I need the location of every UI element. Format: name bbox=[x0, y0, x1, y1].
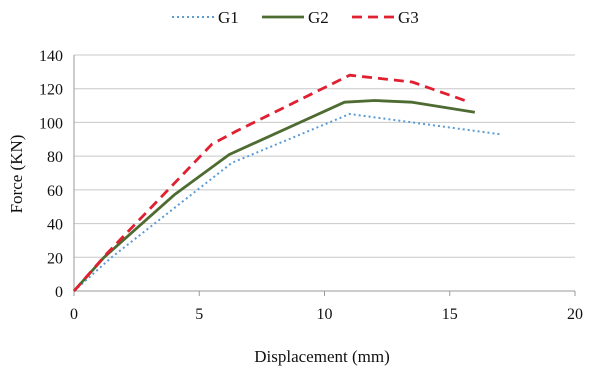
y-tick-label-6: 120 bbox=[39, 82, 63, 99]
x-axis-title: Displacement (mm) bbox=[254, 347, 390, 366]
x-tick-label-0: 0 bbox=[70, 306, 78, 323]
y-tick-label-3: 60 bbox=[47, 183, 63, 200]
y-tick-labels: 0 20 40 60 80 100 120 140 bbox=[39, 48, 63, 301]
x-tick-label-1: 5 bbox=[195, 306, 203, 323]
legend-label-g2: G2 bbox=[308, 8, 329, 27]
series-lines bbox=[72, 73, 500, 292]
series-line-g1 bbox=[73, 113, 500, 292]
x-tick-label-4: 20 bbox=[567, 306, 583, 323]
x-tick-label-2: 10 bbox=[317, 306, 333, 323]
y-tick-label-4: 80 bbox=[47, 149, 63, 166]
y-tick-label-1: 20 bbox=[47, 250, 63, 267]
series-line-g2 bbox=[72, 99, 476, 292]
y-axis-title: Force (KN) bbox=[7, 135, 26, 214]
y-tick-label-0: 0 bbox=[55, 284, 63, 301]
grid-lines bbox=[74, 54, 575, 258]
series-line-g3 bbox=[72, 73, 471, 292]
legend: G1 G2 G3 bbox=[172, 8, 419, 27]
y-tick-label-2: 40 bbox=[47, 217, 63, 234]
y-tick-label-7: 140 bbox=[39, 48, 63, 65]
y-tick-label-5: 100 bbox=[39, 115, 63, 132]
x-tick-label-3: 15 bbox=[442, 306, 458, 323]
x-tick-labels: 0 5 10 15 20 bbox=[70, 306, 583, 323]
legend-label-g3: G3 bbox=[398, 8, 419, 27]
legend-label-g1: G1 bbox=[218, 8, 239, 27]
axes bbox=[73, 55, 576, 296]
